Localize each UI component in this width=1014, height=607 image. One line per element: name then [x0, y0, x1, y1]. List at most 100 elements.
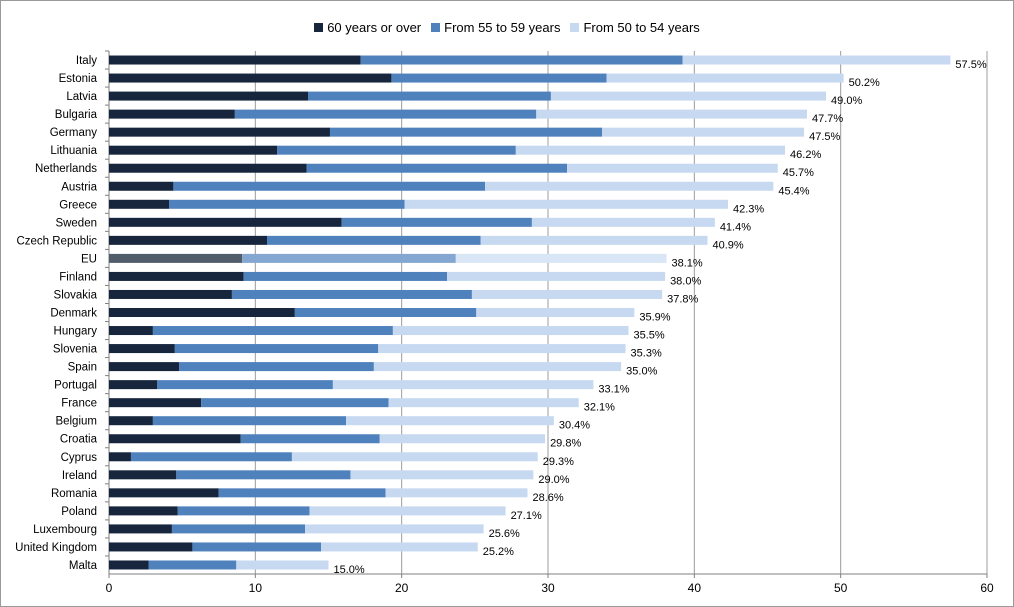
bar-segment	[109, 145, 278, 155]
bar-segment	[109, 560, 149, 570]
category-label: Estonia	[59, 73, 98, 85]
bar-segment	[447, 271, 666, 281]
bar-segment	[305, 524, 484, 534]
bar-segment	[109, 55, 361, 65]
x-tick-label: 0	[106, 581, 113, 595]
bar-segment	[392, 326, 629, 336]
total-label: 45.7%	[783, 167, 814, 179]
x-tick-label: 20	[395, 581, 409, 595]
bar-segment	[176, 470, 351, 480]
bar-segment	[242, 253, 456, 263]
total-label: 41.4%	[720, 221, 751, 233]
legend-label-55-59: From 55 to 59 years	[444, 20, 561, 35]
category-label: Denmark	[50, 308, 97, 320]
bar-segment	[109, 91, 309, 101]
bar-segment	[360, 55, 683, 65]
total-label: 40.9%	[713, 239, 744, 251]
category-label: Finland	[59, 271, 97, 283]
bar-segment	[109, 542, 193, 552]
total-label: 28.6%	[533, 492, 564, 504]
category-label: Latvia	[66, 91, 97, 103]
category-label: Czech Republic	[16, 235, 97, 247]
total-label: 32.1%	[584, 402, 615, 414]
bar-segment	[109, 271, 244, 281]
category-label: Lithuania	[50, 145, 97, 157]
category-label: Germany	[50, 127, 98, 139]
bar-segment	[109, 398, 202, 408]
legend-swatch-55-59	[431, 23, 441, 32]
bar-segment	[391, 73, 607, 83]
category-label: Cyprus	[61, 452, 98, 464]
bar-segment	[109, 344, 175, 354]
bar-segment	[109, 362, 180, 372]
bar-segment	[109, 109, 235, 119]
bar-segment	[171, 524, 306, 534]
total-label: 29.0%	[538, 474, 569, 486]
bar-segment	[109, 434, 241, 444]
x-tick-label: 30	[541, 581, 555, 595]
legend-item-60-plus: 60 years or over	[314, 20, 421, 35]
bar-segment	[291, 452, 538, 462]
total-label: 38.1%	[672, 257, 703, 269]
bar-segment	[455, 253, 667, 263]
bar-segment	[201, 398, 389, 408]
bar-segment	[471, 289, 663, 299]
legend-label-60-plus: 60 years or over	[327, 20, 422, 35]
bar-segment	[109, 199, 169, 209]
total-label: 38.0%	[670, 275, 701, 287]
total-label: 42.3%	[733, 203, 764, 215]
category-label: Spain	[68, 362, 97, 374]
bar-segment	[109, 217, 342, 227]
bar-segment	[234, 109, 537, 119]
bar-segment	[346, 416, 554, 426]
bar-segment	[109, 506, 178, 516]
bar-segment	[606, 73, 844, 83]
category-label: Bulgaria	[55, 109, 98, 121]
bar-segment	[109, 488, 219, 498]
total-label: 33.1%	[598, 384, 629, 396]
bar-segment	[109, 181, 174, 191]
bar-segment	[602, 127, 805, 137]
bar-segment	[294, 308, 477, 317]
bar-segment	[306, 163, 568, 173]
total-label: 35.0%	[626, 366, 657, 378]
bar-segment	[130, 452, 292, 462]
bar-segment	[218, 488, 386, 498]
bar-segment	[168, 199, 405, 209]
bar-segment	[109, 127, 330, 137]
bar-segment	[243, 271, 448, 281]
x-tick-label: 50	[834, 581, 848, 595]
bar-segment	[109, 470, 177, 480]
category-label: Sweden	[55, 217, 97, 229]
bar-segment	[109, 380, 158, 390]
bar-segment	[173, 181, 486, 191]
legend-swatch-60-plus	[314, 23, 324, 32]
category-label: Slovenia	[53, 344, 98, 356]
x-tick-label: 40	[688, 581, 702, 595]
total-label: 25.2%	[483, 546, 514, 558]
bar-segment	[152, 326, 393, 336]
bar-segment	[157, 380, 333, 390]
category-label: Slovakia	[54, 289, 98, 301]
bar-segment	[109, 326, 153, 336]
bar-segment	[682, 55, 951, 65]
total-label: 47.7%	[812, 113, 843, 125]
legend-item-55-59: From 55 to 59 years	[431, 20, 560, 35]
total-label: 35.9%	[639, 312, 670, 324]
bar-segment	[109, 289, 232, 299]
bar-segment	[485, 181, 774, 191]
category-label: Belgium	[55, 416, 97, 428]
bar-segment	[109, 235, 268, 245]
bar-segment	[385, 488, 528, 498]
bar-segment	[240, 434, 380, 444]
category-label: Luxembourg	[33, 524, 97, 536]
category-label: United Kingdom	[15, 542, 97, 554]
total-label: 47.5%	[809, 131, 840, 143]
x-tick-label: 60	[980, 581, 994, 595]
bar-segment	[341, 217, 532, 227]
bar-segment	[236, 560, 329, 570]
category-label: Italy	[76, 55, 97, 67]
bar-segment	[536, 109, 808, 119]
bar-segment	[329, 127, 603, 137]
